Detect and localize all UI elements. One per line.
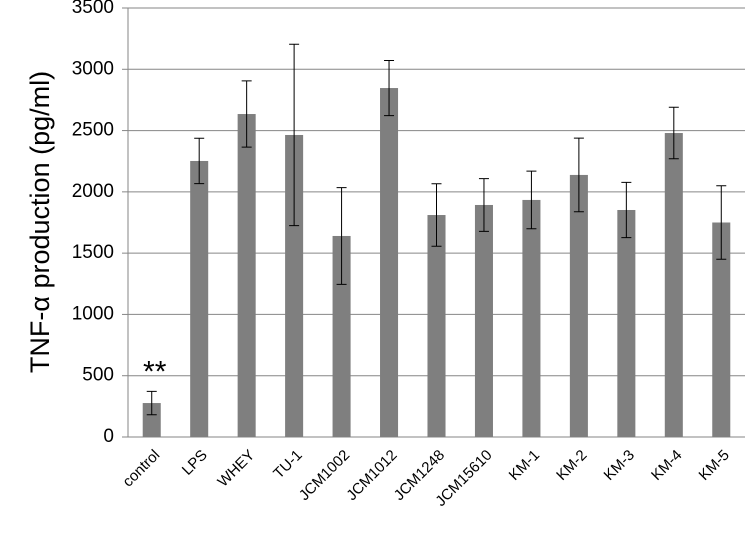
y-tick-label: 2500 xyxy=(72,120,114,141)
bar xyxy=(474,204,493,437)
bar xyxy=(285,134,304,437)
x-tick-label: KM-3 xyxy=(601,447,638,484)
bar xyxy=(522,199,541,437)
error-bar xyxy=(241,80,252,148)
error-bar xyxy=(336,187,347,285)
error-bar xyxy=(478,178,489,232)
y-axis-label: TNF-α production (pg/ml) xyxy=(25,71,55,373)
y-tick-label: 1500 xyxy=(72,242,114,263)
y-tick-label: 3500 xyxy=(72,0,114,18)
error-bar xyxy=(716,185,727,260)
x-tick-label: LPS xyxy=(179,447,211,479)
y-tick-label: 0 xyxy=(103,426,114,447)
x-tick-label: KM-2 xyxy=(553,447,590,484)
error-bar xyxy=(194,137,205,185)
y-tick-label: 2000 xyxy=(72,181,114,202)
x-tick-label: JCM1002 xyxy=(296,447,353,504)
x-tick-label: KM-1 xyxy=(506,447,543,484)
x-tick-label: control xyxy=(120,447,164,491)
bar xyxy=(142,403,161,437)
error-bar xyxy=(289,43,300,227)
error-bar xyxy=(621,181,632,239)
x-tick-label: KM-5 xyxy=(696,447,733,484)
bar xyxy=(427,215,446,437)
x-tick-label: TU-1 xyxy=(270,447,306,483)
error-bar xyxy=(668,106,679,160)
y-tick-label: 500 xyxy=(82,365,114,386)
error-bar xyxy=(526,170,537,230)
bar xyxy=(380,88,399,437)
y-tick-label: 1000 xyxy=(72,303,114,324)
error-bar xyxy=(146,390,157,416)
x-tick-label: JCM1012 xyxy=(343,447,400,504)
bar xyxy=(617,209,636,437)
annotation: ** xyxy=(143,355,167,388)
x-tick-label: KM-4 xyxy=(648,447,685,484)
error-bar xyxy=(573,137,584,213)
y-tick-label: 3000 xyxy=(72,58,114,79)
error-bar xyxy=(431,183,442,247)
bar xyxy=(569,174,588,437)
bar xyxy=(332,235,351,437)
bar xyxy=(237,114,256,437)
bar xyxy=(190,160,209,437)
bar xyxy=(664,133,683,437)
bar xyxy=(712,222,731,437)
x-tick-label: WHEY xyxy=(214,447,258,491)
error-bar xyxy=(384,59,395,117)
